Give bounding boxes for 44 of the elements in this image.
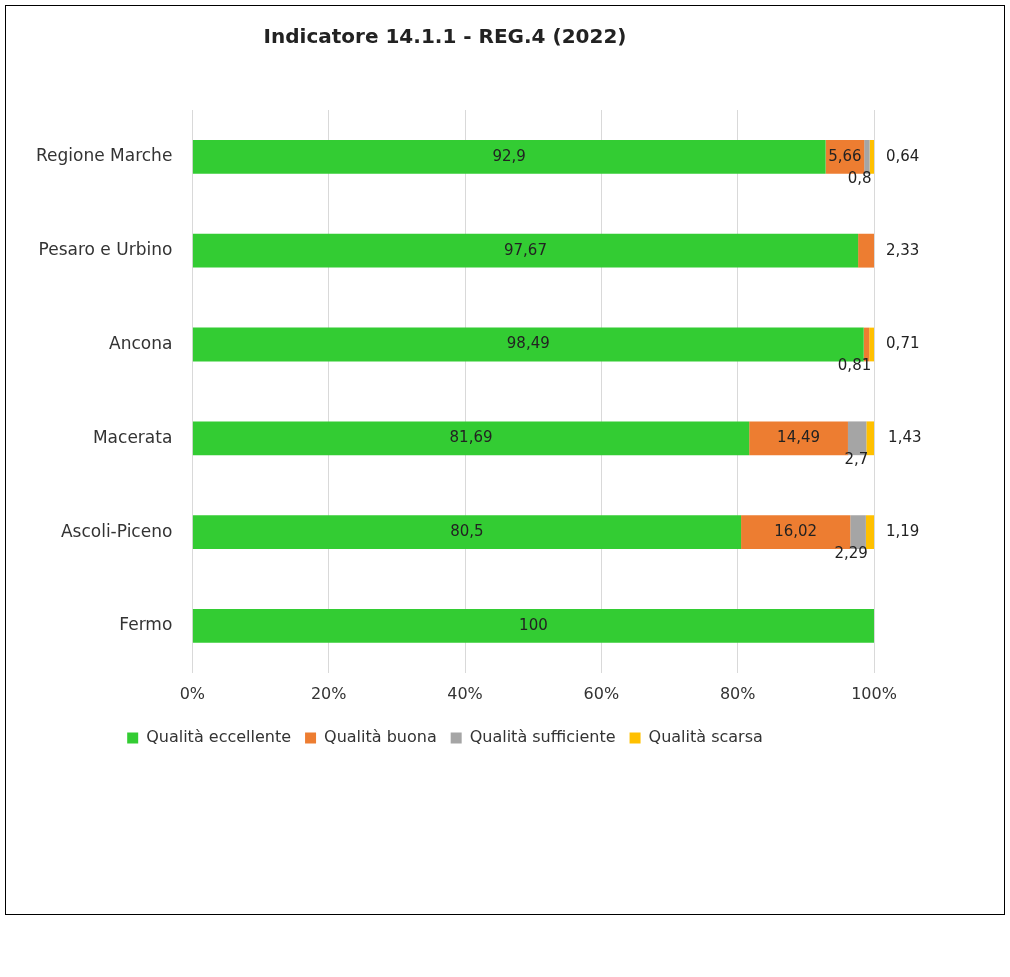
data-label: 100 [519,615,548,634]
data-label: 0,81 [837,356,872,375]
data-label: 0,71 [886,334,920,353]
data-label: 81,69 [449,428,493,447]
chart-title: Indicatore 14.1.1 - REG.4 (2022) [263,24,627,49]
bar [865,515,874,549]
data-label: 98,49 [506,334,550,353]
data-label: 97,67 [504,240,547,259]
y-tick-label: Fermo [119,614,173,635]
bar [192,515,742,549]
data-label: 16,02 [774,521,818,540]
bar [869,327,874,362]
legend-label: Qualità sufficiente [469,727,616,747]
x-tick-label: 40% [447,683,483,703]
y-tick-label: Macerata [92,426,173,447]
data-label: 2,29 [834,543,868,562]
data-label: 2,7 [844,450,869,469]
x-tick-label: 0% [179,683,206,703]
data-label: 5,66 [828,146,862,165]
legend-label: Qualità eccellente [146,727,292,747]
bar [192,233,859,268]
legend-label: Qualità buona [324,727,437,747]
data-label: 0,8 [847,168,872,187]
data-label: 92,9 [492,146,526,165]
data-label: 80,5 [450,521,484,540]
data-label: 14,49 [777,428,821,447]
bar [192,421,750,456]
bar [192,140,826,174]
bar [192,609,874,643]
x-tick-label: 20% [310,683,347,703]
y-tick-label: Ancona [109,332,173,353]
y-tick-label: Pesaro e Urbino [38,239,173,260]
bar [869,140,874,174]
data-label: 0,64 [886,146,920,165]
y-tick-label: Regione Marche [36,145,173,166]
data-label: 1,19 [886,521,920,540]
x-tick-label: 100% [851,683,897,703]
x-tick-label: 80% [719,683,756,703]
data-label: 1,43 [888,428,922,447]
x-tick-label: 60% [583,683,620,703]
legend-label: Qualità scarsa [648,727,763,747]
data-label: 2,33 [886,240,920,259]
bar [858,233,874,268]
y-tick-label: Ascoli-Piceno [60,520,173,541]
